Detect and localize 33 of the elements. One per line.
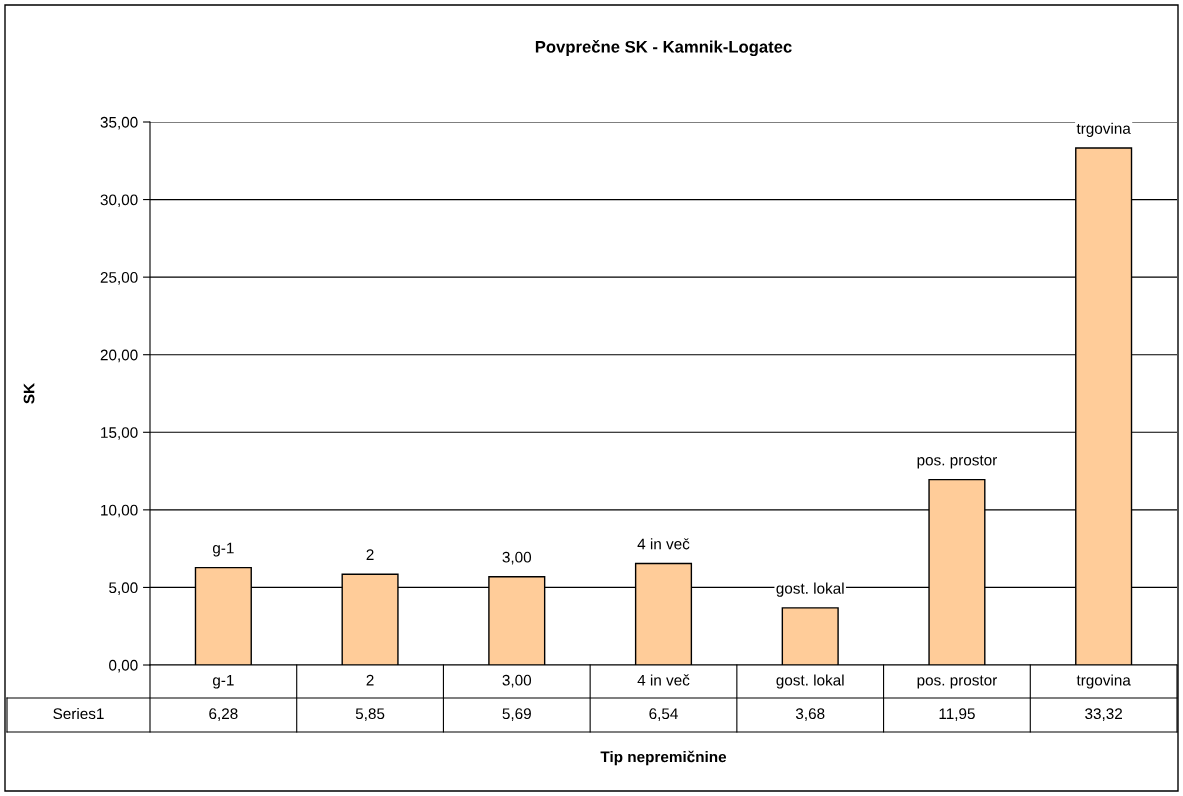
annotation: pos. prostor (917, 455, 998, 469)
y-tick-label: 35,00 (100, 116, 138, 130)
y-tick-label: 15,00 (101, 427, 138, 440)
y-tick-label: 5,00 (109, 582, 138, 595)
x-tick-label: 2 (366, 674, 374, 686)
annotation: trgovina (1076, 122, 1131, 137)
y-tick-label: 25,00 (100, 272, 138, 285)
annotation: 3,00 (502, 551, 532, 565)
y-axis-title: SK (23, 383, 35, 404)
y-tick-label: 0,00 (109, 659, 138, 673)
text: Series1 (53, 707, 104, 720)
x-tick-label: 3,00 (502, 674, 532, 688)
x-tick-label: gost. lokal (776, 674, 844, 689)
x-tick-label: pos. prostor (917, 675, 998, 689)
data-label: 5,69 (502, 708, 531, 721)
annotation: 2 (366, 549, 374, 560)
annotation: gost. lokal (776, 582, 844, 597)
data-label: 5,85 (355, 708, 385, 721)
x-tick-label: trgovina (1076, 674, 1131, 689)
data-label: 6,28 (209, 708, 238, 721)
y-tick-label: 20,00 (100, 349, 138, 363)
annotation: 4 in več (637, 538, 690, 550)
data-label: 11,95 (939, 708, 975, 721)
x-tick-label: 4 in več (637, 674, 690, 686)
data-label: 33,32 (1085, 708, 1122, 721)
x-axis-title: Tip nepremičnine (600, 750, 727, 766)
y-tick-label: 10,00 (101, 504, 138, 518)
data-label: 3,68 (795, 708, 825, 721)
x-tick-label: g-1 (212, 674, 234, 689)
annotation: g-1 (212, 542, 234, 557)
y-tick-label: 30,00 (100, 194, 138, 208)
data-label: 6,54 (649, 708, 678, 721)
chart-title: Povprečne SK - Kamnik-Logatec (535, 40, 792, 57)
